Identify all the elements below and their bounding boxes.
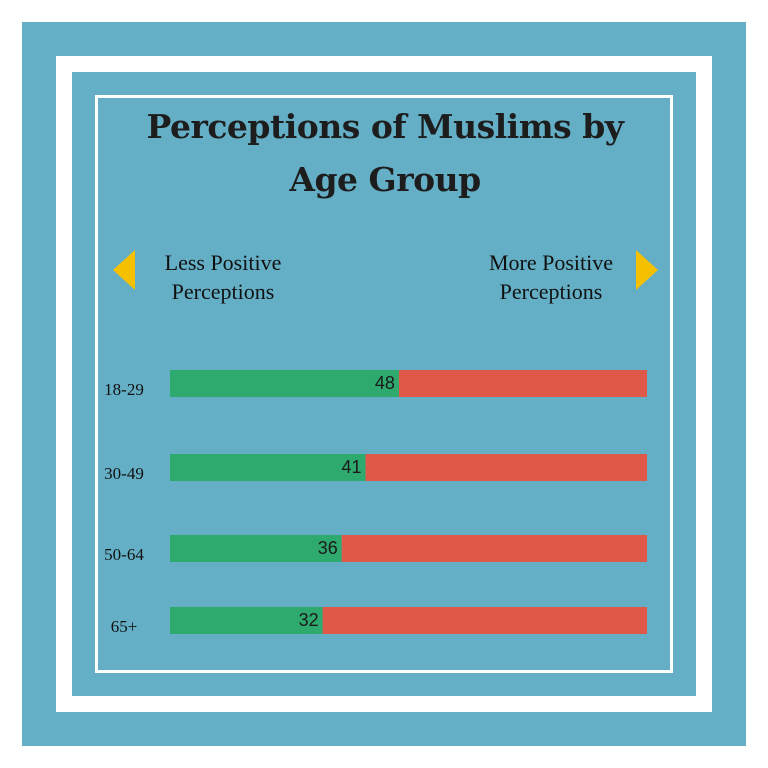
- data-label-65+: 32: [299, 610, 319, 630]
- chart-title: Perceptions of Muslims by Age Group: [146, 107, 624, 199]
- bar-segment-green-65+: [170, 607, 323, 634]
- more-positive-label: More Positive Perceptions: [488, 250, 614, 304]
- bar-segment-red-50-64: [341, 535, 647, 562]
- left-arrow-icon: [113, 250, 135, 290]
- category-label-50-64: 50-64: [104, 545, 144, 564]
- category-label-18-29: 18-29: [104, 380, 144, 399]
- data-label-18-29: 48: [375, 373, 395, 393]
- inner-frame: [95, 95, 673, 673]
- bar-segment-red-18-29: [398, 370, 647, 397]
- bar-segment-green-30-49: [170, 454, 366, 481]
- data-label-50-64: 36: [318, 538, 338, 558]
- less-positive-label: Less Positive Perceptions: [164, 250, 282, 304]
- category-label-30-49: 30-49: [104, 464, 144, 483]
- bar-segment-green-50-64: [170, 535, 342, 562]
- bar-segment-green-18-29: [170, 370, 399, 397]
- data-label-30-49: 41: [342, 457, 362, 477]
- right-arrow-icon: [636, 250, 658, 290]
- bar-segment-red-65+: [322, 607, 647, 634]
- bar-segment-red-30-49: [365, 454, 647, 481]
- category-label-65+: 65+: [111, 617, 138, 636]
